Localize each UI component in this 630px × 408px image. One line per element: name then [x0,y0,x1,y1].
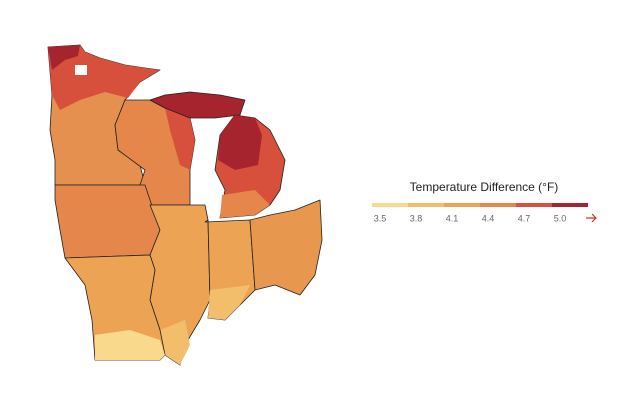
hot-zone [48,45,160,110]
hot-zone [165,108,195,170]
cool-zone [95,330,165,360]
cool-zone [208,285,250,320]
legend-tick-label: 4.7 [518,213,531,223]
legend-title: Temperature Difference (°F) [410,180,559,194]
hot-zone [218,115,262,170]
legend-swatch [444,203,480,207]
hot-zone [48,45,80,70]
map [47,44,323,366]
legend-tick-label: 5.0 [554,213,567,223]
legend-swatch [552,203,588,207]
legend-arrow [586,213,597,223]
state [249,199,323,296]
state [54,184,161,259]
cool-zone [220,190,270,218]
legend-swatch [408,203,444,207]
state [149,91,246,119]
legend-tick-label: 3.5 [374,213,387,223]
legend-swatch [516,203,552,207]
legend-swatch [372,203,408,207]
cool-zone [160,320,190,365]
legend-tick-label: 4.4 [482,213,495,223]
no-data [75,65,87,75]
legend-tick-label: 4.1 [446,213,459,223]
legend-swatch [480,203,516,207]
legend-tick-label: 3.8 [410,213,423,223]
legend: Temperature Difference (°F) 3.5 3.8 4.1 4.4… [372,180,597,223]
